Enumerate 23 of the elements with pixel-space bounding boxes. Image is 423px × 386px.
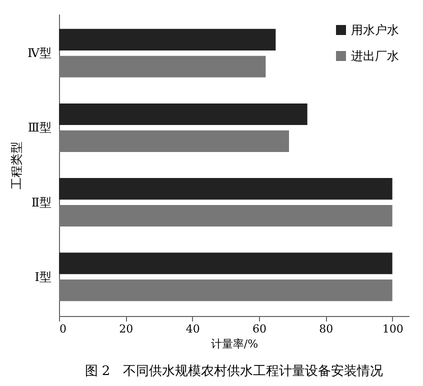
- x-tick-label: 40: [186, 322, 200, 336]
- y-tick-label: Ⅱ型: [31, 195, 52, 210]
- bar: [59, 280, 392, 302]
- x-tick-label: 20: [119, 322, 134, 336]
- bar: [59, 130, 289, 152]
- legend-label: 用水户水: [351, 23, 399, 37]
- x-tick-label: 100: [382, 322, 404, 336]
- x-axis-title: 计量率/%: [210, 338, 258, 350]
- bar: [59, 56, 266, 78]
- y-tick-label: Ⅰ型: [34, 270, 52, 284]
- bar: [59, 28, 276, 50]
- bar: [59, 103, 308, 126]
- x-tick-label: 60: [252, 322, 266, 336]
- y-axis-title: 工程类型: [10, 142, 24, 190]
- bar: [59, 178, 392, 200]
- caption: 图 2 不同供水规模农村供水工程计量设备安装情况: [84, 363, 384, 379]
- x-tick-label: 80: [319, 322, 334, 336]
- x-tick-label: 0: [60, 322, 66, 336]
- bar: [59, 204, 392, 227]
- y-tick-label: Ⅲ型: [28, 120, 52, 135]
- legend-label: 进出厂水: [351, 49, 399, 63]
- bar: [59, 252, 392, 274]
- y-tick-label: Ⅳ型: [28, 46, 52, 60]
